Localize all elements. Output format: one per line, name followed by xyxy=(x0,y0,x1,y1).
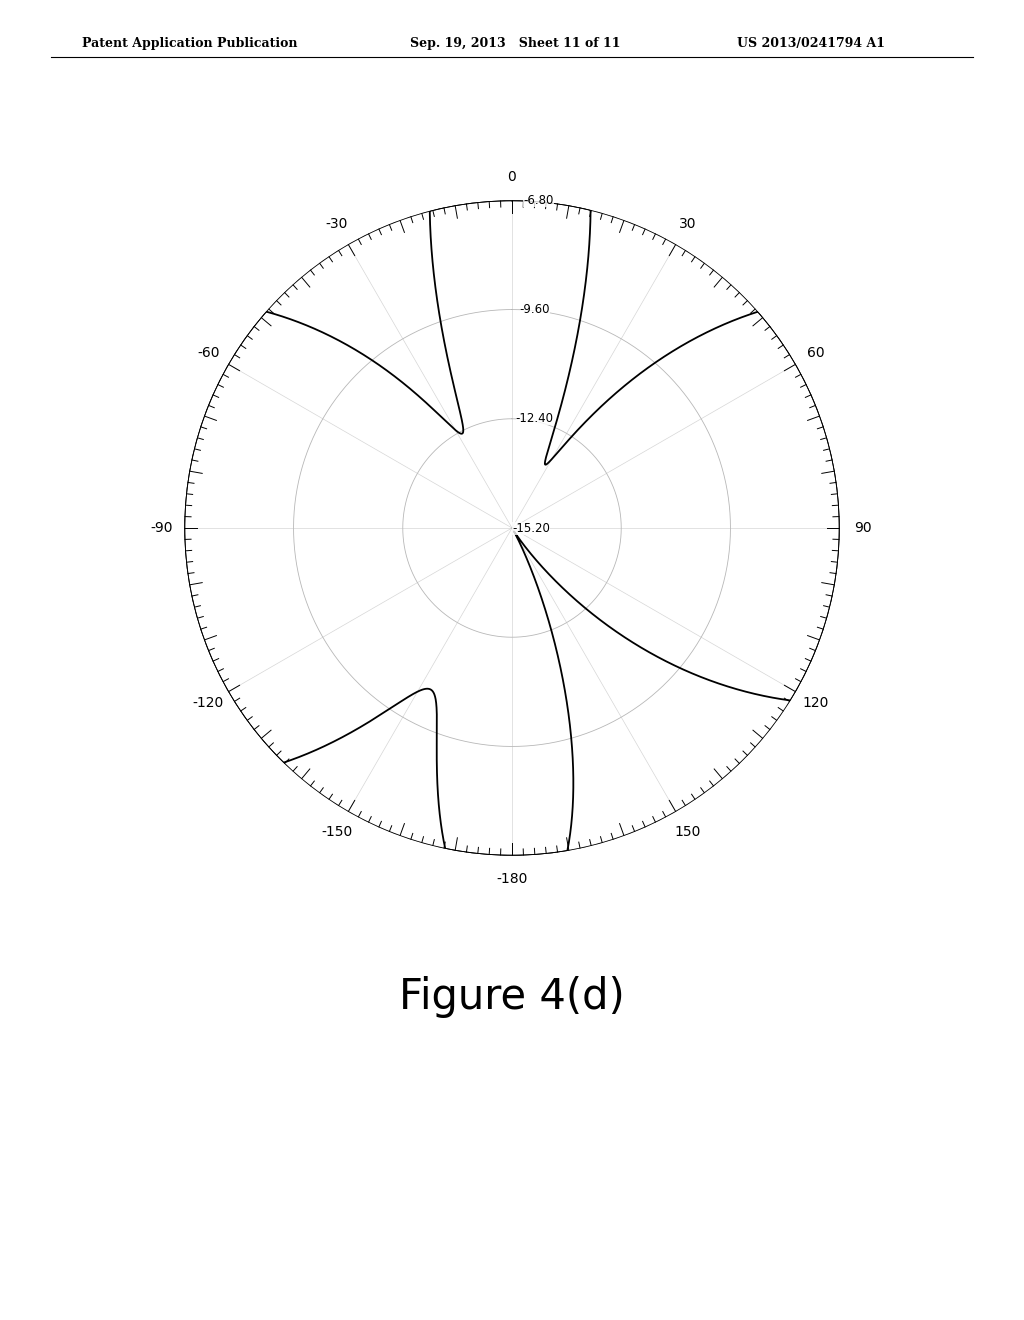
Text: -12.40: -12.40 xyxy=(516,412,554,425)
Text: -15.20: -15.20 xyxy=(512,521,550,535)
Text: -9.60: -9.60 xyxy=(519,304,550,317)
Text: Patent Application Publication: Patent Application Publication xyxy=(82,37,297,50)
Text: US 2013/0241794 A1: US 2013/0241794 A1 xyxy=(737,37,886,50)
Text: -6.80: -6.80 xyxy=(523,194,554,207)
Text: Sep. 19, 2013   Sheet 11 of 11: Sep. 19, 2013 Sheet 11 of 11 xyxy=(410,37,621,50)
Text: Figure 4(d): Figure 4(d) xyxy=(399,975,625,1018)
